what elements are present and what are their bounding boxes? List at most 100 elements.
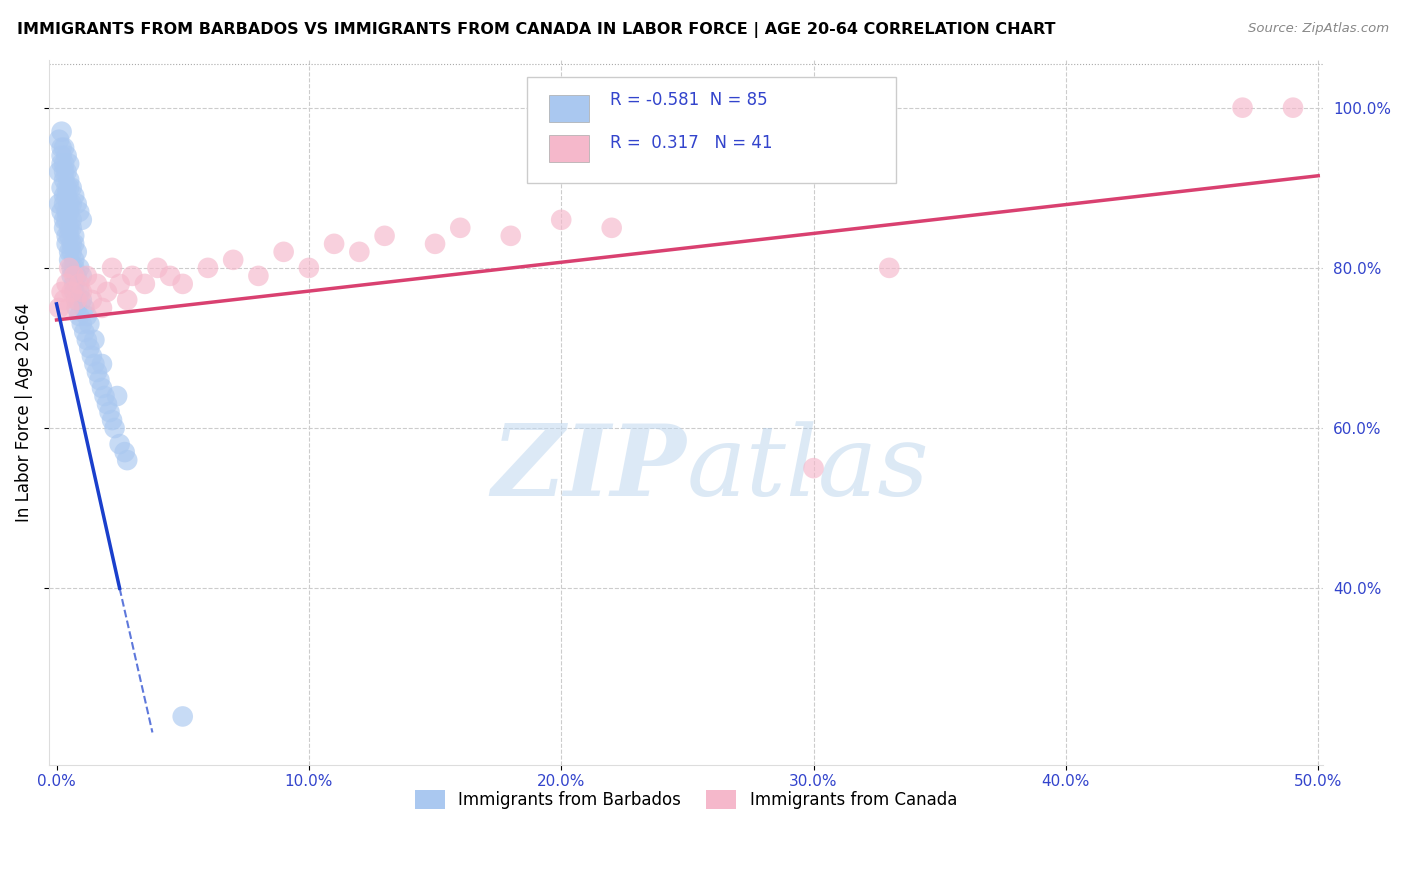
Point	[48, 165, 70, 179]
Point	[134, 277, 156, 291]
Point	[115, 293, 138, 307]
Point	[53, 165, 76, 179]
Point	[86, 277, 108, 291]
Point	[114, 445, 136, 459]
Point	[53, 293, 76, 307]
Point	[449, 220, 471, 235]
Point	[550, 212, 572, 227]
Point	[63, 188, 86, 202]
Point	[63, 236, 86, 251]
Point	[172, 709, 194, 723]
Point	[105, 389, 128, 403]
Point	[67, 260, 90, 275]
Point	[60, 236, 83, 251]
Point	[91, 381, 114, 395]
Point	[60, 244, 83, 259]
Point	[877, 260, 900, 275]
Point	[58, 252, 80, 267]
Point	[66, 293, 89, 307]
Point	[55, 180, 77, 194]
Point	[159, 268, 181, 283]
Point	[51, 141, 73, 155]
Point	[58, 196, 80, 211]
Point	[66, 268, 89, 283]
Point	[53, 212, 76, 227]
Point	[58, 173, 80, 187]
Point	[108, 277, 131, 291]
Point	[108, 437, 131, 451]
Point	[76, 333, 98, 347]
Text: ZIP: ZIP	[491, 420, 686, 516]
Point	[73, 325, 96, 339]
Point	[96, 285, 118, 299]
Text: R = -0.581  N = 85: R = -0.581 N = 85	[610, 92, 768, 110]
Point	[53, 188, 76, 202]
Point	[66, 196, 89, 211]
Point	[55, 188, 77, 202]
Point	[51, 157, 73, 171]
Point	[58, 244, 80, 259]
Point	[53, 196, 76, 211]
Point	[70, 293, 93, 307]
Text: atlas: atlas	[686, 421, 929, 516]
Point	[79, 317, 101, 331]
Point	[60, 220, 83, 235]
Point	[423, 236, 446, 251]
Point	[70, 285, 93, 299]
Text: Source: ZipAtlas.com: Source: ZipAtlas.com	[1249, 22, 1389, 36]
Point	[83, 333, 105, 347]
Point	[55, 236, 77, 251]
Point	[51, 125, 73, 139]
Point	[58, 260, 80, 275]
Point	[48, 196, 70, 211]
Point	[67, 204, 90, 219]
Point	[63, 228, 86, 243]
Point	[146, 260, 169, 275]
Point	[499, 228, 522, 243]
Point	[76, 309, 98, 323]
Point	[51, 149, 73, 163]
Point	[53, 220, 76, 235]
Point	[98, 405, 121, 419]
Point	[58, 220, 80, 235]
Point	[103, 421, 125, 435]
Point	[55, 228, 77, 243]
Point	[60, 285, 83, 299]
Point	[48, 301, 70, 315]
Point	[60, 212, 83, 227]
Point	[83, 357, 105, 371]
Point	[86, 365, 108, 379]
Point	[70, 268, 93, 283]
Point	[58, 180, 80, 194]
Point	[55, 149, 77, 163]
Point	[60, 260, 83, 275]
Point	[374, 228, 396, 243]
Point	[60, 180, 83, 194]
Point	[115, 453, 138, 467]
Point	[67, 277, 90, 291]
Point	[73, 301, 96, 315]
Point	[51, 285, 73, 299]
Point	[222, 252, 245, 267]
Point	[803, 461, 825, 475]
Point	[1282, 101, 1305, 115]
Point	[1232, 101, 1254, 115]
Point	[58, 157, 80, 171]
Point	[91, 357, 114, 371]
FancyBboxPatch shape	[548, 135, 589, 161]
Point	[58, 204, 80, 219]
Point	[63, 285, 86, 299]
Point	[51, 204, 73, 219]
Point	[66, 293, 89, 307]
Point	[63, 277, 86, 291]
Point	[60, 268, 83, 283]
FancyBboxPatch shape	[527, 78, 897, 183]
Point	[70, 212, 93, 227]
Point	[89, 373, 111, 387]
Text: R =  0.317   N = 41: R = 0.317 N = 41	[610, 134, 772, 152]
Point	[67, 309, 90, 323]
Point	[51, 180, 73, 194]
Point	[80, 293, 103, 307]
Point	[53, 157, 76, 171]
Point	[172, 277, 194, 291]
